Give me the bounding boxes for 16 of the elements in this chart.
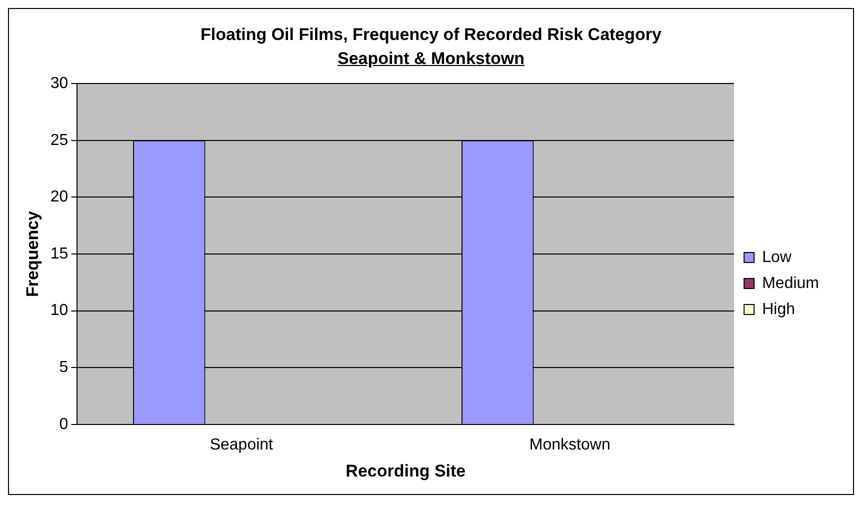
y-tick-label: 10 xyxy=(50,302,68,320)
x-axis-title: Recording Site xyxy=(346,461,466,480)
y-tick-label: 0 xyxy=(59,416,68,433)
y-tick-label: 25 xyxy=(50,132,68,149)
y-tick-label: 20 xyxy=(50,188,68,206)
legend-label: High xyxy=(762,300,795,318)
y-tick-label: 15 xyxy=(50,245,68,262)
chart-title: Floating Oil Films, Frequency of Recorded Risk Category xyxy=(200,24,662,46)
chart-subtitle: Seapoint & Monkstown xyxy=(336,48,526,70)
y-axis-title: Frequency xyxy=(22,210,42,297)
legend-label: Low xyxy=(762,248,792,266)
x-tick-label: Seapoint xyxy=(210,436,274,454)
y-tick-label: 5 xyxy=(59,359,68,376)
y-tick-label: 30 xyxy=(50,75,68,92)
x-tick-label: Monkstown xyxy=(529,436,610,454)
legend-label: Medium xyxy=(762,274,819,292)
